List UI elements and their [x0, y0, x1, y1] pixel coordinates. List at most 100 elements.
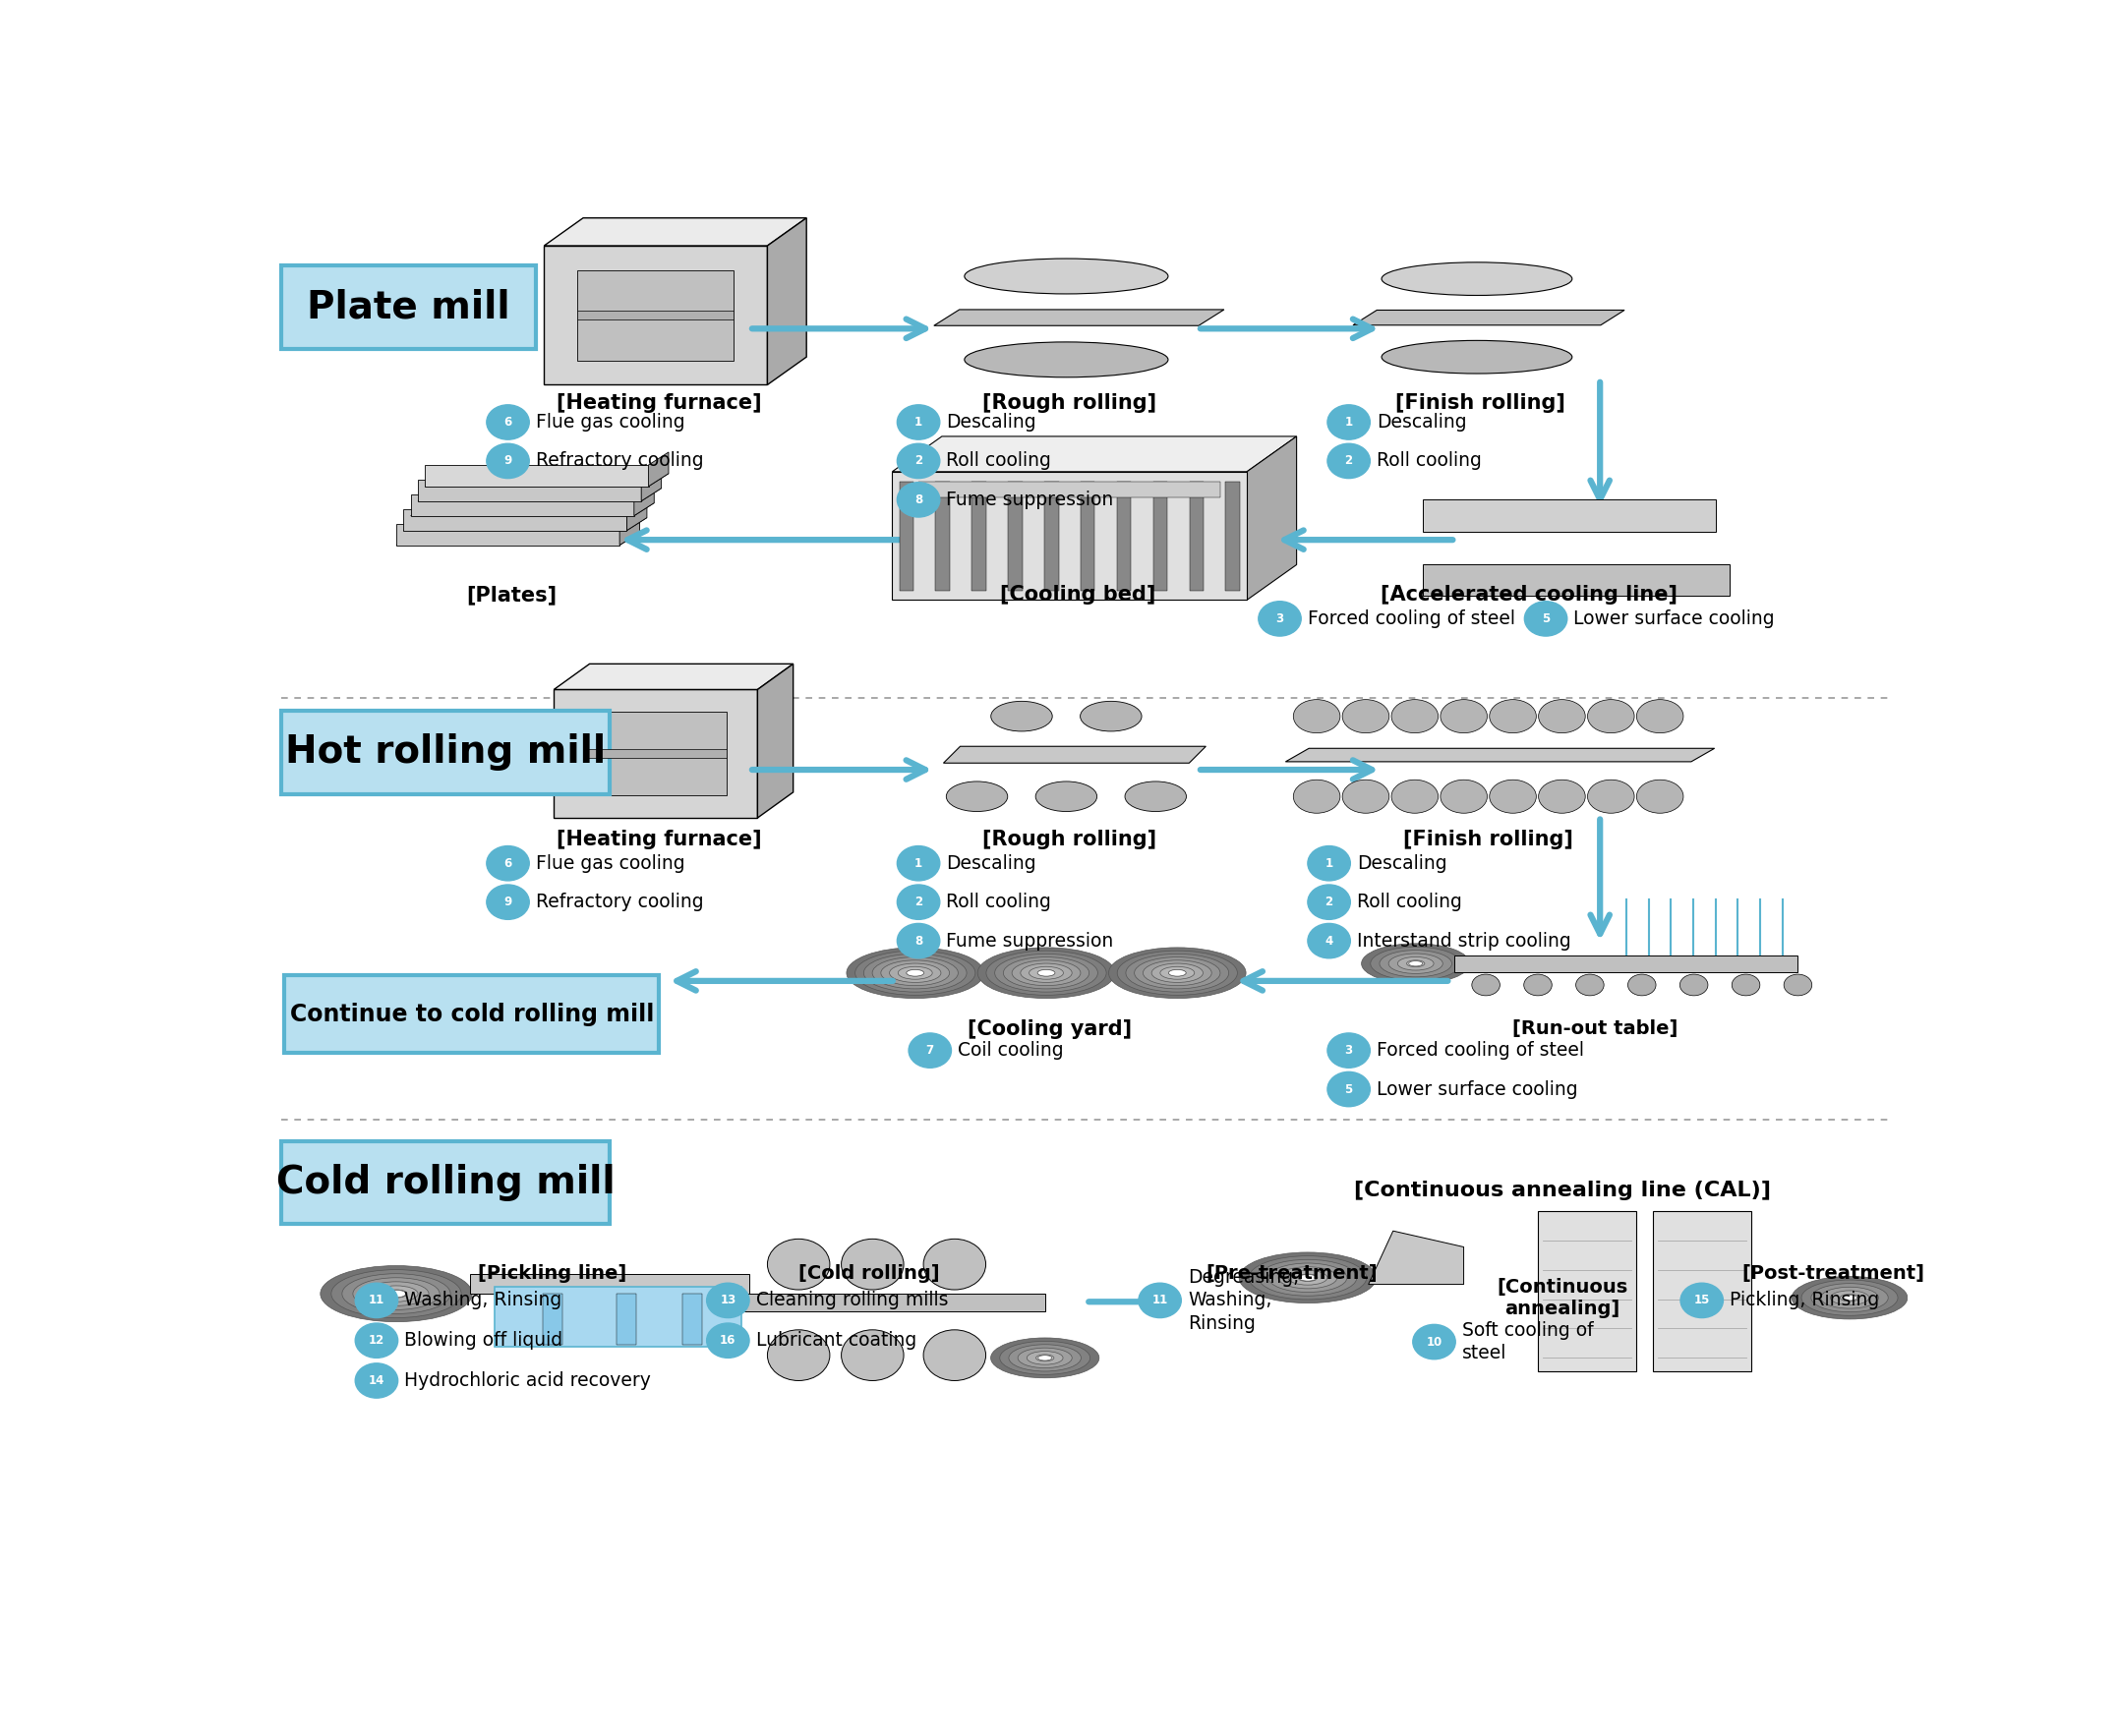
Text: 5: 5	[1543, 613, 1549, 625]
Ellipse shape	[1009, 1344, 1081, 1371]
Polygon shape	[617, 1293, 636, 1344]
Text: Forced cooling of steel: Forced cooling of steel	[1307, 609, 1515, 628]
Ellipse shape	[1240, 1252, 1377, 1304]
Ellipse shape	[890, 963, 941, 983]
Ellipse shape	[907, 970, 924, 976]
Ellipse shape	[1081, 701, 1142, 731]
Ellipse shape	[1036, 781, 1098, 811]
Ellipse shape	[873, 957, 958, 990]
Polygon shape	[585, 712, 727, 795]
Ellipse shape	[1538, 779, 1585, 812]
Polygon shape	[396, 533, 640, 545]
Text: 11: 11	[369, 1293, 384, 1307]
Text: Washing, Rinsing: Washing, Rinsing	[405, 1292, 562, 1309]
Polygon shape	[1189, 481, 1204, 590]
Ellipse shape	[364, 1281, 428, 1305]
Text: 7: 7	[926, 1043, 934, 1057]
Text: [Continuous annealing line (CAL)]: [Continuous annealing line (CAL)]	[1354, 1180, 1771, 1201]
Circle shape	[356, 1283, 398, 1318]
Text: Coil cooling: Coil cooling	[958, 1042, 1064, 1059]
Polygon shape	[642, 467, 661, 502]
Ellipse shape	[375, 1286, 417, 1302]
Text: 2: 2	[915, 896, 922, 908]
Circle shape	[1326, 404, 1371, 439]
Text: [Cold rolling]: [Cold rolling]	[799, 1264, 941, 1283]
Polygon shape	[1081, 481, 1096, 590]
Ellipse shape	[320, 1266, 473, 1321]
Ellipse shape	[848, 948, 983, 998]
Polygon shape	[759, 663, 793, 818]
Polygon shape	[494, 1286, 742, 1347]
Ellipse shape	[992, 701, 1053, 731]
Circle shape	[356, 1363, 398, 1397]
Ellipse shape	[882, 960, 949, 986]
Ellipse shape	[1248, 1255, 1367, 1300]
Circle shape	[1326, 1033, 1371, 1068]
Text: Forced cooling of steel: Forced cooling of steel	[1377, 1042, 1585, 1059]
Text: Plate mill: Plate mill	[307, 288, 511, 326]
Text: [Finish rolling]: [Finish rolling]	[1394, 392, 1566, 413]
Text: [Cooling bed]: [Cooling bed]	[1000, 585, 1155, 604]
Ellipse shape	[1134, 957, 1221, 990]
Text: Interstand strip cooling: Interstand strip cooling	[1356, 932, 1570, 950]
Ellipse shape	[1293, 700, 1339, 733]
Ellipse shape	[1490, 700, 1536, 733]
Ellipse shape	[386, 1290, 407, 1297]
Ellipse shape	[386, 1290, 407, 1299]
Polygon shape	[553, 663, 793, 689]
Text: Descaling: Descaling	[947, 854, 1036, 873]
Ellipse shape	[1017, 1347, 1072, 1368]
Ellipse shape	[985, 951, 1106, 995]
Text: [Plates]: [Plates]	[466, 585, 557, 604]
Polygon shape	[1045, 481, 1060, 590]
Ellipse shape	[964, 259, 1168, 293]
Polygon shape	[1538, 1212, 1636, 1371]
Polygon shape	[1153, 481, 1168, 590]
Polygon shape	[725, 1293, 1045, 1311]
Ellipse shape	[1382, 340, 1572, 373]
Ellipse shape	[865, 953, 966, 991]
Ellipse shape	[1000, 1342, 1089, 1375]
Text: 9: 9	[504, 455, 513, 467]
Text: [Rough rolling]: [Rough rolling]	[983, 392, 1157, 413]
Ellipse shape	[767, 1330, 831, 1380]
Polygon shape	[1454, 955, 1797, 972]
Polygon shape	[1117, 481, 1132, 590]
Ellipse shape	[947, 781, 1009, 811]
Circle shape	[1307, 845, 1350, 880]
Text: Degreasing,
Washing,
Rinsing: Degreasing, Washing, Rinsing	[1189, 1267, 1299, 1333]
Polygon shape	[1422, 500, 1716, 531]
Ellipse shape	[1108, 948, 1246, 998]
Ellipse shape	[1587, 700, 1634, 733]
FancyBboxPatch shape	[284, 976, 659, 1054]
Polygon shape	[417, 479, 642, 502]
Polygon shape	[627, 496, 646, 531]
Text: Descaling: Descaling	[1356, 854, 1447, 873]
Circle shape	[1326, 1071, 1371, 1106]
Circle shape	[896, 483, 941, 517]
Polygon shape	[545, 219, 807, 247]
Ellipse shape	[841, 1330, 903, 1380]
Text: [Pre-treatment]: [Pre-treatment]	[1206, 1264, 1377, 1283]
Text: [Run-out table]: [Run-out table]	[1513, 1019, 1678, 1038]
Ellipse shape	[964, 342, 1168, 377]
Ellipse shape	[1636, 700, 1682, 733]
Text: [Heating furnace]: [Heating furnace]	[557, 830, 761, 849]
Circle shape	[1680, 1283, 1723, 1318]
Ellipse shape	[1409, 962, 1422, 967]
Text: [Rough rolling]: [Rough rolling]	[983, 830, 1157, 849]
Text: [Finish rolling]: [Finish rolling]	[1403, 830, 1572, 849]
Ellipse shape	[1288, 1271, 1326, 1285]
Ellipse shape	[1036, 1354, 1053, 1361]
Polygon shape	[545, 247, 767, 385]
Circle shape	[487, 885, 530, 920]
Text: 14: 14	[369, 1375, 384, 1387]
Ellipse shape	[1142, 960, 1212, 986]
Ellipse shape	[907, 970, 924, 976]
Polygon shape	[396, 524, 619, 545]
Text: 5: 5	[1346, 1083, 1352, 1095]
Text: Flue gas cooling: Flue gas cooling	[536, 413, 684, 432]
Text: 16: 16	[720, 1335, 735, 1347]
Ellipse shape	[1731, 974, 1761, 996]
Text: 1: 1	[1324, 858, 1333, 870]
